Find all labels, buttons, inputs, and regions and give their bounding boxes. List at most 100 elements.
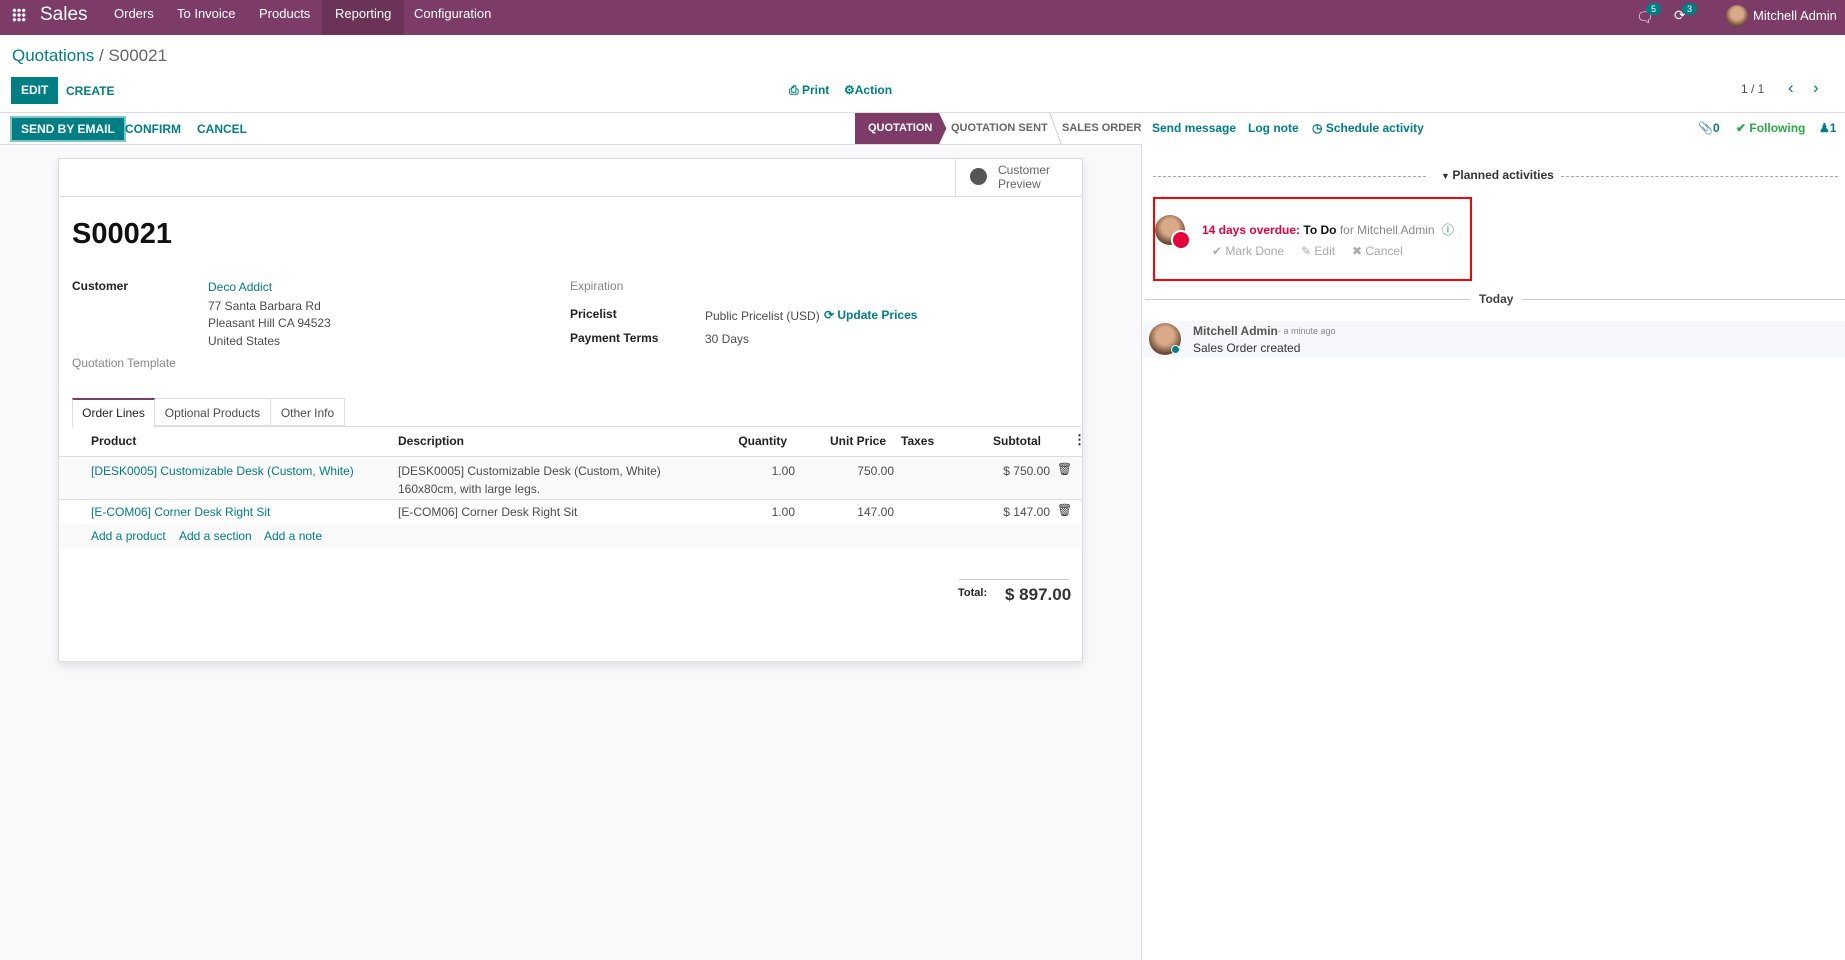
apps-grid-icon[interactable] [12,8,26,22]
tab-order-lines[interactable]: Order Lines [72,398,155,427]
clock-icon[interactable]: ⟳ [1674,7,1686,23]
stage-quotation-sent[interactable]: QUOTATION SENT [951,122,1048,134]
customer-link[interactable]: Deco Addict [208,280,273,294]
col-subtotal[interactable]: Subtotal [993,434,1041,448]
globe-icon [970,168,987,185]
confirm-button[interactable]: CONFIRM [125,122,181,136]
edit-label: Edit [1314,244,1336,258]
chevron-left-icon[interactable]: ‹ [1788,78,1794,97]
line-quantity: 1.00 [771,505,795,519]
schedule-label: Schedule activity [1325,121,1424,135]
pencil-icon: ✎ [1301,244,1315,258]
refresh-icon: ⟳ [824,308,838,322]
line-unit-price: 750.00 [857,464,894,478]
online-status-icon [1171,345,1180,354]
caret-down-icon: ▼ [1441,171,1453,181]
activity-highlight-box [1153,197,1472,281]
breadcrumb: Quotations / S00021 [12,46,167,66]
clock-icon: ◷ [1312,121,1326,135]
cancel-button[interactable]: CANCEL [197,122,247,136]
column-options-icon[interactable]: ⋮ [1073,432,1086,447]
messages-badge: 5 [1646,3,1662,15]
message-item: Mitchell Admin - a minute ago Sales Orde… [1143,321,1845,358]
customer-preview-button[interactable]: Customer Preview [955,159,1083,196]
line-product[interactable]: [E-COM06] Corner Desk Right Sit [91,505,271,519]
overdue-label: 14 days overdue: [1202,223,1301,237]
menu-to-invoice[interactable]: To Invoice [177,6,236,21]
address-line: United States [208,334,281,348]
add-lines-row: Add a product Add a section Add a note [59,524,1082,548]
update-prices-button[interactable]: ⟳ Update Prices [824,308,917,322]
col-unit-price[interactable]: Unit Price [829,434,886,448]
button-box-divider [59,196,1082,197]
following-button[interactable]: ✔ Following [1736,121,1805,135]
menu-reporting[interactable]: Reporting [322,0,405,35]
send-by-email-button[interactable]: SEND BY EMAIL [10,116,126,142]
edit-activity-button[interactable]: ✎ Edit [1301,244,1335,258]
close-icon: ✖ [1352,244,1366,258]
address-line: 77 Santa Barbara Rd [208,299,321,313]
info-icon[interactable]: ⓘ [1441,223,1454,237]
cancel-activity-button[interactable]: ✖ Cancel [1352,244,1403,258]
print-label: Print [801,83,830,97]
table-row[interactable]: [E-COM06] Corner Desk Right Sit [E-COM06… [59,500,1082,524]
pager-value[interactable]: 1 / 1 [1741,82,1765,96]
col-quantity[interactable]: Quantity [738,434,787,448]
col-description[interactable]: Description [398,434,465,448]
avatar[interactable] [1726,5,1748,27]
add-product-link[interactable]: Add a product [91,529,166,543]
trash-icon[interactable]: 🗑 [1057,503,1073,517]
menu-orders[interactable]: Orders [114,6,154,21]
form-sheet: Customer Preview S00021 Customer Deco Ad… [58,158,1086,662]
tab-optional-products[interactable]: Optional Products [155,398,271,426]
planned-activities-toggle[interactable]: ▼ Planned activities [1441,168,1554,182]
table-row[interactable]: [DESK0005] Customizable Desk (Custom, Wh… [59,457,1082,500]
control-panel: Quotations / S00021 EDIT CREATE ⎙ Print … [0,35,1845,113]
user-menu[interactable]: Mitchell Admin [1753,8,1837,23]
expiration-label: Expiration [570,279,624,293]
menu-configuration[interactable]: Configuration [414,6,492,21]
attachments-button[interactable]: 📎0 [1698,121,1720,135]
line-unit-price: 147.00 [857,505,894,519]
message-author[interactable]: Mitchell Admin [1193,324,1278,338]
add-section-link[interactable]: Add a section [179,529,252,543]
paperclip-icon: 📎 [1698,121,1713,135]
log-note-button[interactable]: Log note [1248,121,1299,135]
print-icon: ⎙ [789,83,802,97]
menu-products[interactable]: Products [259,6,311,21]
line-quantity: 1.00 [771,464,795,478]
line-description: [DESK0005] Customizable Desk (Custom, Wh… [398,464,661,478]
user-icon: ♟ [1819,121,1830,135]
pricelist-value: Public Pricelist (USD) [705,309,820,323]
stage-quotation[interactable]: QUOTATION [855,113,947,144]
tab-other-info[interactable]: Other Info [271,398,345,426]
schedule-activity-button[interactable]: ◷ Schedule activity [1312,121,1424,135]
check-icon: ✔ [1736,121,1750,135]
line-product[interactable]: [DESK0005] Customizable Desk (Custom, Wh… [91,464,354,478]
stage-sales-order[interactable]: SALES ORDER [1062,122,1142,134]
app-name[interactable]: Sales [40,4,88,25]
chevron-right-icon[interactable]: › [1813,78,1819,97]
trash-icon[interactable]: 🗑 [1057,462,1073,476]
line-subtotal: $ 147.00 [1003,505,1050,519]
col-product[interactable]: Product [91,434,137,448]
table-header [59,427,1082,457]
update-prices-label: Update Prices [837,308,918,322]
add-note-link[interactable]: Add a note [264,529,323,543]
breadcrumb-quotations[interactable]: Quotations [12,46,95,65]
create-button[interactable]: CREATE [66,84,115,98]
col-taxes[interactable]: Taxes [901,434,935,448]
mark-done-button[interactable]: ✔ Mark Done [1212,244,1284,258]
send-message-button[interactable]: Send message [1152,121,1237,135]
chatter: Send message Log note ◷ Schedule activit… [1143,113,1845,960]
total-value: $ 897.00 [1005,585,1072,604]
total-label: Total: [958,587,988,599]
planned-label: Planned activities [1452,168,1554,182]
message-time: - a minute ago [1278,326,1336,336]
edit-button[interactable]: EDIT [11,77,59,104]
today-divider [1145,299,1470,300]
print-button[interactable]: ⎙ Print [789,83,829,98]
address-line: Pleasant Hill CA 94523 [208,316,331,330]
action-button[interactable]: ⚙Action [844,83,892,97]
followers-button[interactable]: ♟1 [1819,121,1836,135]
